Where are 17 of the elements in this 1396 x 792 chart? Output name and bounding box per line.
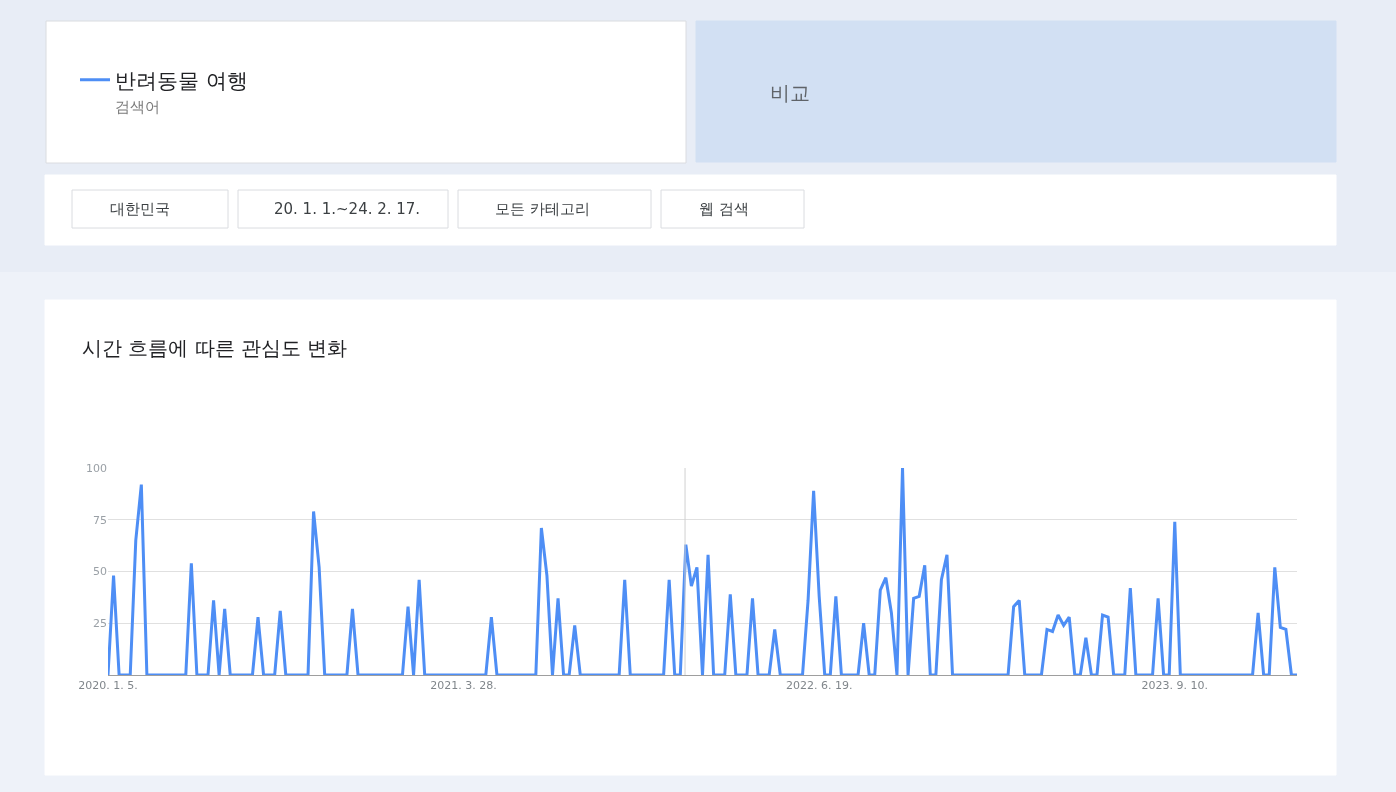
chart-title: 시간 흐름에 따른 관심도 변화 <box>82 336 348 360</box>
text: 웹 검색 <box>699 200 749 218</box>
text: 모든 카테고리 <box>495 200 590 218</box>
text: 대한민국 <box>110 200 170 218</box>
x-tick-label: 2023. 9. 10. <box>1141 679 1209 693</box>
text: 20. 1. 1.~24. 2. 17. <box>274 200 421 218</box>
y-tick-label: 75 <box>93 513 107 527</box>
y-tick-label: 50 <box>93 565 107 579</box>
x-tick-label: 2022. 6. 19. <box>785 679 853 693</box>
y-tick-label: 100 <box>86 461 107 475</box>
text: 비교 <box>770 81 810 105</box>
y-tick-label: 25 <box>93 617 107 631</box>
x-tick-label: 2021. 3. 28. <box>430 679 497 693</box>
x-tick-label: 2020. 1. 5. <box>78 679 138 693</box>
legend-label: 반려동물 여행 <box>115 68 248 93</box>
line-series <box>108 468 1297 675</box>
text: 검색어 <box>115 98 160 116</box>
